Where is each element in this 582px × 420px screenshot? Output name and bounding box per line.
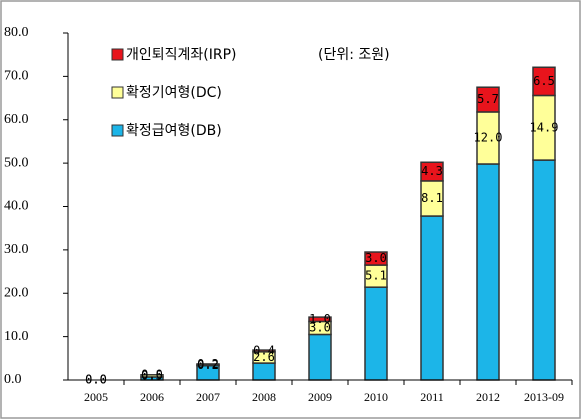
bar-segment — [364, 286, 388, 381]
legend-label: 확정기여형(DC) — [126, 85, 222, 101]
value-label: 5.7 — [477, 92, 499, 106]
y-tick-label: 20.0 — [4, 285, 29, 300]
value-label: 0.5 — [141, 368, 163, 382]
bar-segment — [308, 316, 332, 323]
bar-segment — [252, 349, 276, 353]
y-tick-label: 80.0 — [4, 25, 29, 40]
legend-swatch — [111, 86, 124, 99]
y-tick-label: 70.0 — [4, 69, 29, 84]
bar-segment — [532, 66, 556, 97]
y-tick-label: 60.0 — [4, 112, 29, 127]
bar-segment — [364, 251, 388, 266]
annotation: (단위: 조원) — [318, 47, 390, 63]
value-label: 3.0 — [309, 320, 331, 334]
y-tick-label: 30.0 — [4, 242, 29, 257]
legend-label: 확정급여형(DB) — [126, 123, 222, 139]
x-tick-label: 2007 — [196, 390, 220, 404]
value-label: 1.0 — [309, 312, 331, 326]
legend-swatch — [111, 124, 124, 137]
bar-segment — [476, 163, 500, 381]
x-tick-label: 2008 — [252, 390, 276, 404]
bar-segment — [252, 362, 276, 381]
value-label: 2.6 — [253, 350, 275, 364]
bar-segment — [196, 363, 220, 366]
value-label: 0.0 — [141, 367, 163, 381]
bar-segment — [420, 215, 444, 381]
value-label: 14.9 — [530, 120, 559, 134]
x-tick-label: 2006 — [140, 390, 164, 404]
y-tick-label: 10.0 — [4, 329, 29, 344]
legend-swatch — [111, 48, 124, 61]
value-label: 3.0 — [365, 251, 387, 265]
x-tick-label: 2010 — [364, 390, 388, 404]
value-label: 8.1 — [421, 191, 443, 205]
x-tick-label: 2012 — [476, 390, 500, 404]
bar-segment — [308, 333, 332, 381]
value-label: 0.4 — [253, 343, 275, 357]
value-label: 12.0 — [474, 130, 503, 144]
bar-segment — [140, 374, 164, 378]
x-tick-label: 2011 — [420, 390, 444, 404]
value-label: 5.1 — [365, 269, 387, 283]
value-label: 0.2 — [197, 357, 219, 371]
bar-segment — [532, 159, 556, 381]
legend-label: 개인퇴직계좌(IRP) — [126, 47, 237, 63]
y-tick-label: 0.0 — [4, 372, 22, 387]
bar-segment — [476, 86, 500, 113]
y-tick-label: 50.0 — [4, 155, 29, 170]
bar-segment — [420, 161, 444, 182]
x-tick-label: 2005 — [84, 390, 108, 404]
value-label: 4.3 — [421, 164, 443, 178]
y-tick-label: 40.0 — [4, 199, 29, 214]
value-label: 6.5 — [533, 74, 555, 88]
x-tick-label: 2009 — [308, 390, 332, 404]
x-tick-label: 2013-09 — [524, 390, 564, 404]
